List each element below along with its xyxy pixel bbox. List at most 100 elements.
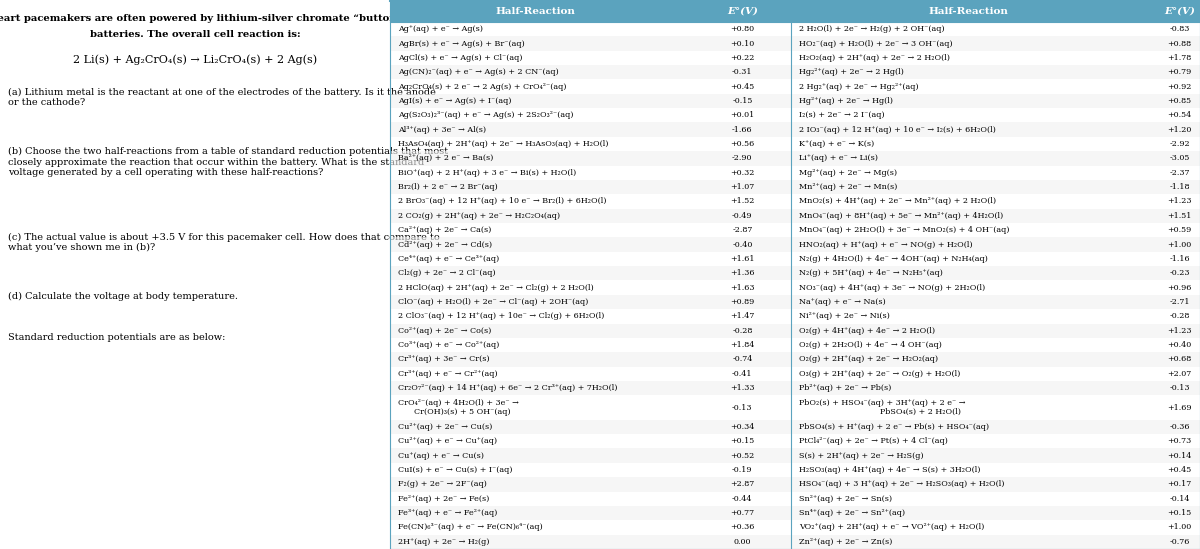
Text: Hg₂²⁺(aq) + 2e⁻ → 2 Hg(l): Hg₂²⁺(aq) + 2e⁻ → 2 Hg(l): [799, 68, 904, 76]
Bar: [390, 506, 1200, 520]
Text: Ce⁴⁺(aq) + e⁻ → Ce³⁺(aq): Ce⁴⁺(aq) + e⁻ → Ce³⁺(aq): [398, 255, 499, 263]
Text: O₂(g) + 2H⁺(aq) + 2e⁻ → H₂O₂(aq): O₂(g) + 2H⁺(aq) + 2e⁻ → H₂O₂(aq): [799, 355, 938, 363]
Text: 2 Hg₂⁺(aq) + 2e⁻ → Hg₂²⁺(aq): 2 Hg₂⁺(aq) + 2e⁻ → Hg₂²⁺(aq): [799, 82, 919, 91]
Text: (c) The actual value is about +3.5 V for this pacemaker cell. How does that comp: (c) The actual value is about +3.5 V for…: [8, 233, 439, 253]
Bar: [390, 477, 1200, 491]
Text: Ba²⁺(aq) + 2 e⁻ → Ba(s): Ba²⁺(aq) + 2 e⁻ → Ba(s): [398, 154, 493, 163]
Text: Sn²⁺(aq) + 2e⁻ → Sn(s): Sn²⁺(aq) + 2e⁻ → Sn(s): [799, 495, 892, 503]
Text: +1.33: +1.33: [730, 384, 755, 392]
Text: NO₃⁻(aq) + 4H⁺(aq) + 3e⁻ → NO(g) + 2H₂O(l): NO₃⁻(aq) + 4H⁺(aq) + 3e⁻ → NO(g) + 2H₂O(…: [799, 284, 985, 292]
Text: +0.36: +0.36: [730, 523, 755, 531]
Bar: [390, 323, 1200, 338]
Text: Ag(CN)₂⁻(aq) + e⁻ → Ag(s) + 2 CN⁻(aq): Ag(CN)₂⁻(aq) + e⁻ → Ag(s) + 2 CN⁻(aq): [398, 68, 559, 76]
Bar: [390, 352, 1200, 367]
Text: -0.36: -0.36: [1170, 423, 1190, 431]
Text: Ag(S₂O₃)₂³⁻(aq) + e⁻ → Ag(s) + 2S₂O₃²⁻(aq): Ag(S₂O₃)₂³⁻(aq) + e⁻ → Ag(s) + 2S₂O₃²⁻(a…: [398, 111, 574, 119]
Text: +0.59: +0.59: [1168, 226, 1192, 234]
Text: Pb²⁺(aq) + 2e⁻ → Pb(s): Pb²⁺(aq) + 2e⁻ → Pb(s): [799, 384, 892, 392]
Text: +0.40: +0.40: [1168, 341, 1192, 349]
Text: -2.92: -2.92: [1170, 140, 1190, 148]
Text: +1.61: +1.61: [730, 255, 755, 263]
Text: +1.69: +1.69: [1168, 404, 1192, 412]
Text: 0.00: 0.00: [733, 538, 751, 546]
Bar: [390, 449, 1200, 463]
Text: -0.14: -0.14: [1170, 495, 1190, 503]
Text: Half-Reaction: Half-Reaction: [929, 7, 1008, 16]
Text: -0.83: -0.83: [1170, 25, 1190, 33]
Bar: [390, 1, 1200, 22]
Text: -2.90: -2.90: [732, 154, 752, 163]
Text: +1.78: +1.78: [1168, 54, 1192, 62]
Text: +0.15: +0.15: [1168, 509, 1192, 517]
Text: I₂(s) + 2e⁻ → 2 I⁻(aq): I₂(s) + 2e⁻ → 2 I⁻(aq): [799, 111, 884, 119]
Text: Fe(CN)₆³⁻(aq) + e⁻ → Fe(CN)₆⁴⁻(aq): Fe(CN)₆³⁻(aq) + e⁻ → Fe(CN)₆⁴⁻(aq): [398, 523, 542, 531]
Text: BiO⁺(aq) + 2 H⁺(aq) + 3 e⁻ → Bi(s) + H₂O(l): BiO⁺(aq) + 2 H⁺(aq) + 3 e⁻ → Bi(s) + H₂O…: [398, 169, 576, 177]
Text: -0.49: -0.49: [732, 212, 752, 220]
Text: 2 HClO(aq) + 2H⁺(aq) + 2e⁻ → Cl₂(g) + 2 H₂O(l): 2 HClO(aq) + 2H⁺(aq) + 2e⁻ → Cl₂(g) + 2 …: [398, 284, 594, 292]
Text: 2 Li(s) + Ag₂CrO₄(s) → Li₂CrO₄(s) + 2 Ag(s): 2 Li(s) + Ag₂CrO₄(s) → Li₂CrO₄(s) + 2 Ag…: [73, 55, 317, 65]
Text: AgBr(s) + e⁻ → Ag(s) + Br⁻(aq): AgBr(s) + e⁻ → Ag(s) + Br⁻(aq): [398, 40, 524, 48]
Text: +0.45: +0.45: [731, 82, 755, 91]
Text: +1.36: +1.36: [730, 269, 755, 277]
Bar: [390, 65, 1200, 80]
Text: 2 H₂O(l) + 2e⁻ → H₂(g) + 2 OH⁻(aq): 2 H₂O(l) + 2e⁻ → H₂(g) + 2 OH⁻(aq): [799, 25, 944, 33]
Text: -0.28: -0.28: [1170, 312, 1190, 321]
Text: 2 CO₂(g) + 2H⁺(aq) + 2e⁻ → H₂C₂O₄(aq): 2 CO₂(g) + 2H⁺(aq) + 2e⁻ → H₂C₂O₄(aq): [398, 212, 560, 220]
Text: Ag₂CrO₄(s) + 2 e⁻ → 2 Ag(s) + CrO₄²⁻(aq): Ag₂CrO₄(s) + 2 e⁻ → 2 Ag(s) + CrO₄²⁻(aq): [398, 82, 566, 91]
Text: +0.34: +0.34: [730, 423, 755, 431]
Text: ClO⁻(aq) + H₂O(l) + 2e⁻ → Cl⁻(aq) + 2OH⁻(aq): ClO⁻(aq) + H₂O(l) + 2e⁻ → Cl⁻(aq) + 2OH⁻…: [398, 298, 588, 306]
Bar: [390, 36, 1200, 51]
Text: Ca²⁺(aq) + 2e⁻ → Ca(s): Ca²⁺(aq) + 2e⁻ → Ca(s): [398, 226, 492, 234]
Text: -0.41: -0.41: [732, 370, 752, 378]
Text: Al³⁺(aq) + 3e⁻ → Al(s): Al³⁺(aq) + 3e⁻ → Al(s): [398, 126, 486, 133]
Text: +1.52: +1.52: [730, 198, 755, 205]
Text: Na⁺(aq) + e⁻ → Na(s): Na⁺(aq) + e⁻ → Na(s): [799, 298, 886, 306]
Text: Cu²⁺(aq) + 2e⁻ → Cu(s): Cu²⁺(aq) + 2e⁻ → Cu(s): [398, 423, 492, 431]
Text: Half-Reaction: Half-Reaction: [496, 7, 575, 16]
Text: +0.89: +0.89: [731, 298, 755, 306]
Text: Cr³⁺(aq) + e⁻ → Cr²⁺(aq): Cr³⁺(aq) + e⁻ → Cr²⁺(aq): [398, 370, 498, 378]
Text: -3.05: -3.05: [1170, 154, 1190, 163]
Text: AgCl(s) + e⁻ → Ag(s) + Cl⁻(aq): AgCl(s) + e⁻ → Ag(s) + Cl⁻(aq): [398, 54, 523, 62]
Text: H₃AsO₄(aq) + 2H⁺(aq) + 2e⁻ → H₃AsO₃(aq) + H₂O(l): H₃AsO₄(aq) + 2H⁺(aq) + 2e⁻ → H₃AsO₃(aq) …: [398, 140, 608, 148]
Text: Fe²⁺(aq) + 2e⁻ → Fe(s): Fe²⁺(aq) + 2e⁻ → Fe(s): [398, 495, 490, 503]
Text: +0.52: +0.52: [731, 452, 755, 460]
Text: +0.32: +0.32: [730, 169, 755, 177]
Text: N₂(g) + 4H₂O(l) + 4e⁻ → 4OH⁻(aq) + N₂H₄(aq): N₂(g) + 4H₂O(l) + 4e⁻ → 4OH⁻(aq) + N₂H₄(…: [799, 255, 988, 263]
Text: Ag⁺(aq) + e⁻ → Ag(s): Ag⁺(aq) + e⁻ → Ag(s): [398, 25, 484, 33]
Bar: [390, 94, 1200, 108]
Text: +1.63: +1.63: [730, 284, 755, 292]
Text: +0.79: +0.79: [1168, 68, 1192, 76]
Text: O₃(g) + 2H⁺(aq) + 2e⁻ → O₂(g) + H₂O(l): O₃(g) + 2H⁺(aq) + 2e⁻ → O₂(g) + H₂O(l): [799, 370, 960, 378]
Text: +1.20: +1.20: [1168, 126, 1192, 133]
Bar: [390, 237, 1200, 252]
Text: Ni²⁺(aq) + 2e⁻ → Ni(s): Ni²⁺(aq) + 2e⁻ → Ni(s): [799, 312, 890, 321]
Text: +0.56: +0.56: [731, 140, 755, 148]
Text: batteries. The overall cell reaction is:: batteries. The overall cell reaction is:: [90, 30, 300, 39]
Text: +0.17: +0.17: [1168, 480, 1192, 489]
Text: Co³⁺(aq) + e⁻ → Co²⁺(aq): Co³⁺(aq) + e⁻ → Co²⁺(aq): [398, 341, 499, 349]
Text: Fe³⁺(aq) + e⁻ → Fe²⁺(aq): Fe³⁺(aq) + e⁻ → Fe²⁺(aq): [398, 509, 498, 517]
Bar: [390, 151, 1200, 166]
Text: Heart pacemakers are often powered by lithium-silver chromate “button”: Heart pacemakers are often powered by li…: [0, 14, 402, 23]
Text: Co²⁺(aq) + 2e⁻ → Co(s): Co²⁺(aq) + 2e⁻ → Co(s): [398, 327, 492, 335]
Text: -2.87: -2.87: [732, 226, 752, 234]
Text: +1.47: +1.47: [730, 312, 755, 321]
Text: 2 BrO₃⁻(aq) + 12 H⁺(aq) + 10 e⁻ → Br₂(l) + 6H₂O(l): 2 BrO₃⁻(aq) + 12 H⁺(aq) + 10 e⁻ → Br₂(l)…: [398, 198, 607, 205]
Text: 2H⁺(aq) + 2e⁻ → H₂(g): 2H⁺(aq) + 2e⁻ → H₂(g): [398, 538, 490, 546]
Text: -0.74: -0.74: [732, 355, 752, 363]
Text: +0.15: +0.15: [731, 438, 755, 445]
Text: HNO₂(aq) + H⁺(aq) + e⁻ → NO(g) + H₂O(l): HNO₂(aq) + H⁺(aq) + e⁻ → NO(g) + H₂O(l): [799, 240, 973, 249]
Text: +0.68: +0.68: [1168, 355, 1192, 363]
Text: +0.14: +0.14: [1168, 452, 1192, 460]
Text: -1.18: -1.18: [1170, 183, 1190, 191]
Text: Zn²⁺(aq) + 2e⁻ → Zn(s): Zn²⁺(aq) + 2e⁻ → Zn(s): [799, 538, 893, 546]
Text: F₂(g) + 2e⁻ → 2F⁻(aq): F₂(g) + 2e⁻ → 2F⁻(aq): [398, 480, 487, 489]
Text: HO₂⁻(aq) + H₂O(l) + 2e⁻ → 3 OH⁻(aq): HO₂⁻(aq) + H₂O(l) + 2e⁻ → 3 OH⁻(aq): [799, 40, 953, 48]
Text: -0.40: -0.40: [732, 240, 752, 249]
Text: 2 IO₃⁻(aq) + 12 H⁺(aq) + 10 e⁻ → I₂(s) + 6H₂O(l): 2 IO₃⁻(aq) + 12 H⁺(aq) + 10 e⁻ → I₂(s) +…: [799, 126, 996, 133]
Text: Cr₂O₇²⁻(aq) + 14 H⁺(aq) + 6e⁻ → 2 Cr³⁺(aq) + 7H₂O(l): Cr₂O₇²⁻(aq) + 14 H⁺(aq) + 6e⁻ → 2 Cr³⁺(a…: [398, 384, 618, 392]
Text: VO₂⁺(aq) + 2H⁺(aq) + e⁻ → VO²⁺(aq) + H₂O(l): VO₂⁺(aq) + 2H⁺(aq) + e⁻ → VO²⁺(aq) + H₂O…: [799, 523, 984, 531]
Text: MnO₂(s) + 4H⁺(aq) + 2e⁻ → Mn²⁺(aq) + 2 H₂O(l): MnO₂(s) + 4H⁺(aq) + 2e⁻ → Mn²⁺(aq) + 2 H…: [799, 198, 996, 205]
Text: -0.15: -0.15: [732, 97, 752, 105]
